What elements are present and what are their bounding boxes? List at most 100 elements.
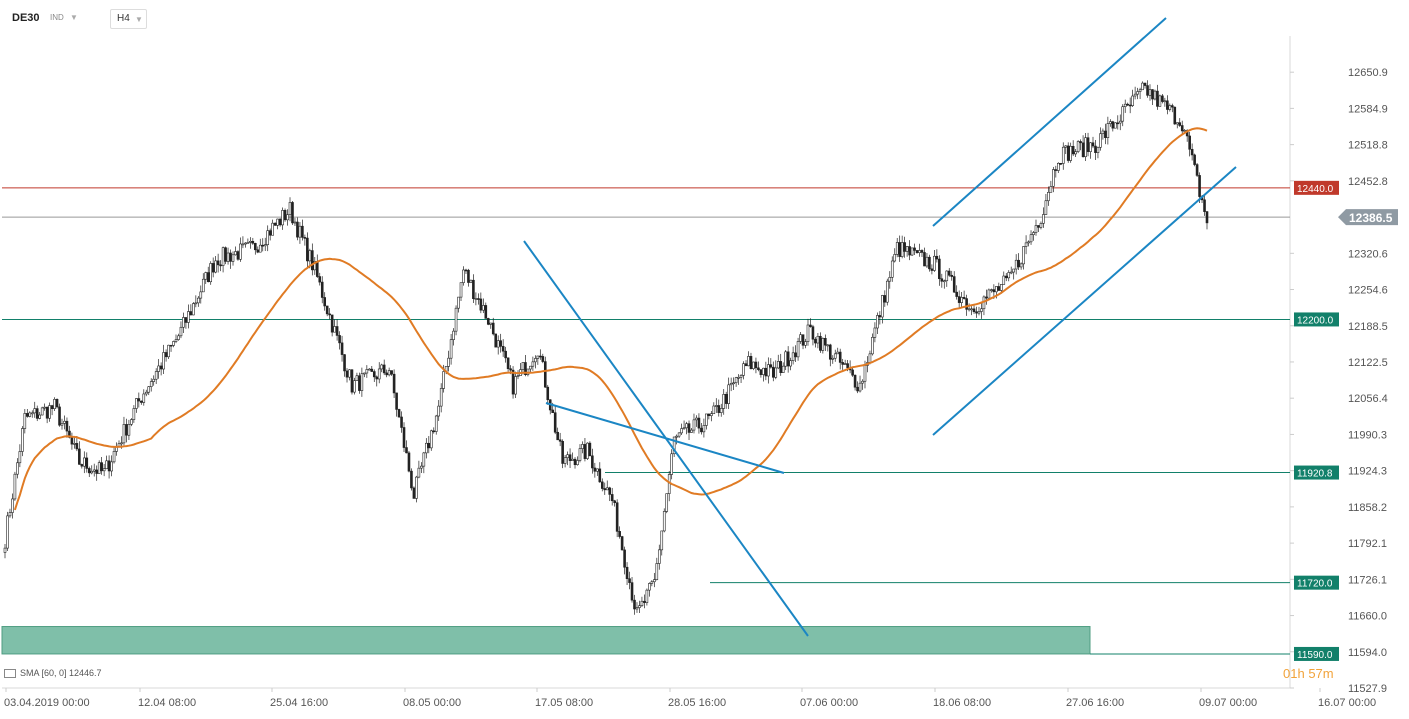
countdown-hours: 01	[1283, 666, 1298, 681]
candle-body	[987, 289, 991, 299]
candle-body	[1061, 146, 1065, 164]
candle-body	[685, 423, 688, 429]
down-channel-lower	[545, 402, 785, 474]
candle-body	[241, 243, 245, 246]
indicator-settings-icon[interactable]	[4, 669, 16, 679]
candle-body	[925, 256, 929, 267]
candle-body	[705, 413, 708, 426]
candle-body	[1163, 100, 1167, 103]
candle-body	[581, 444, 584, 449]
candle-body	[675, 435, 678, 438]
candle-body	[358, 375, 361, 391]
candle-body	[945, 270, 949, 282]
candle-body	[100, 462, 103, 472]
candle-body	[561, 440, 564, 464]
candle-body	[306, 237, 309, 262]
level-badge	[1294, 646, 1339, 661]
candle-body	[1143, 82, 1147, 86]
candle-body	[457, 296, 460, 309]
candle-body	[97, 462, 101, 474]
candle-body	[315, 261, 319, 277]
candle-body	[1042, 214, 1045, 224]
candle-body	[672, 436, 676, 455]
candle-body	[553, 412, 557, 433]
candle-body	[442, 371, 445, 389]
candle-body	[576, 460, 579, 466]
y-tick-label: 12122.5	[1348, 357, 1388, 369]
timeframe-chevron-down-icon[interactable]: ▼	[135, 15, 143, 24]
candle-body	[541, 356, 545, 362]
candle-body	[1109, 121, 1112, 124]
candle-body	[236, 251, 240, 260]
candle-body	[28, 412, 32, 417]
candle-body	[130, 419, 133, 425]
candle-body	[648, 583, 651, 591]
candle-body	[962, 297, 966, 299]
candle-body	[975, 311, 978, 314]
candle-body	[714, 405, 718, 407]
candle-body	[107, 460, 111, 472]
candle-body	[690, 429, 693, 433]
candle-body	[385, 372, 388, 376]
x-tick-label: 28.05 16:00	[668, 697, 726, 709]
candle-body	[1136, 91, 1139, 95]
candle-body	[831, 357, 835, 360]
candle-body	[605, 487, 609, 491]
candle-body	[620, 536, 624, 551]
candle-body	[769, 364, 773, 368]
level-label: 11920.8	[1297, 469, 1333, 480]
candle-body	[187, 311, 190, 323]
candle-body	[657, 549, 661, 564]
candle-body	[551, 409, 555, 413]
candle-body	[45, 406, 49, 419]
candle-body	[521, 362, 525, 370]
candle-body	[296, 221, 299, 238]
candle-body	[318, 276, 322, 283]
y-tick-label: 11660.0	[1348, 611, 1387, 623]
sma-legend[interactable]: SMA [60, 0] 12446.7	[4, 668, 102, 679]
symbol-label: DE30	[12, 12, 40, 24]
candle-body	[1084, 137, 1087, 158]
candle-body	[819, 335, 822, 351]
candle-body	[137, 398, 141, 402]
candle-body	[276, 218, 279, 226]
timeframe-selector[interactable]: H4 ▼	[110, 9, 147, 29]
candle-body	[40, 407, 44, 416]
candle-body	[338, 335, 341, 344]
candle-body	[1044, 200, 1048, 215]
candle-body	[429, 430, 433, 449]
candle-body	[23, 413, 27, 429]
candle-body	[558, 439, 562, 442]
candle-body	[1158, 95, 1162, 107]
candle-body	[970, 308, 973, 311]
level-label: 11590.0	[1297, 650, 1333, 661]
y-tick-label: 12254.6	[1348, 285, 1388, 297]
candle-body	[1148, 89, 1152, 96]
candle-body	[375, 376, 379, 380]
candle-body	[110, 461, 113, 472]
candle-body	[177, 335, 180, 340]
candle-body	[1017, 259, 1020, 268]
timeframe-label: H4	[117, 13, 130, 24]
candle-body	[1106, 123, 1110, 138]
candle-body	[833, 353, 837, 359]
candle-body	[1123, 103, 1127, 107]
candle-body	[789, 360, 792, 367]
market-selector[interactable]: IND	[50, 13, 64, 22]
candle-body	[293, 221, 297, 224]
candle-body	[125, 424, 128, 436]
candle-body	[940, 278, 944, 282]
candle-body	[997, 286, 1001, 291]
market-chevron-down-icon[interactable]: ▼	[70, 13, 78, 22]
candle-body	[301, 225, 304, 238]
y-tick-label: 11726.1	[1348, 574, 1387, 586]
y-tick-label: 11990.3	[1348, 429, 1387, 441]
candle-body	[1116, 122, 1120, 125]
candle-body	[1024, 242, 1028, 247]
candle-body	[249, 240, 252, 243]
chart-toolbar: DE30 IND ▼ H4 ▼	[0, 0, 1409, 36]
candle-body	[999, 284, 1003, 291]
level-badge	[1294, 575, 1339, 590]
candle-body	[407, 452, 411, 472]
